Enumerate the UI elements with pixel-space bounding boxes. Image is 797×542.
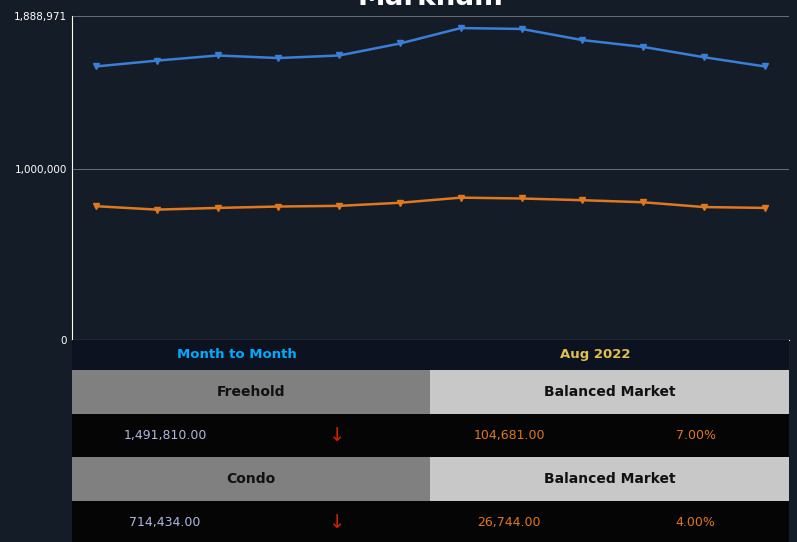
Text: ↓: ↓: [329, 513, 345, 532]
FancyBboxPatch shape: [72, 414, 789, 457]
FancyBboxPatch shape: [72, 457, 430, 501]
Text: 714,434.00: 714,434.00: [129, 516, 201, 529]
FancyBboxPatch shape: [72, 501, 789, 542]
FancyBboxPatch shape: [72, 370, 430, 414]
Legend: Freehold, Condo: Freehold, Condo: [343, 424, 518, 437]
Text: Aug 2022: Aug 2022: [560, 349, 630, 362]
FancyBboxPatch shape: [430, 370, 789, 414]
Text: Freehold: Freehold: [217, 385, 285, 399]
FancyBboxPatch shape: [72, 340, 789, 370]
Text: 4.00%: 4.00%: [676, 516, 716, 529]
Text: Balanced Market: Balanced Market: [544, 385, 676, 399]
Text: 26,744.00: 26,744.00: [477, 516, 541, 529]
Text: Balanced Market: Balanced Market: [544, 472, 676, 486]
FancyBboxPatch shape: [430, 457, 789, 501]
Text: Month to Month: Month to Month: [177, 349, 296, 362]
Text: 7.00%: 7.00%: [676, 429, 716, 442]
Text: 1,491,810.00: 1,491,810.00: [124, 429, 206, 442]
Title: Markham: Markham: [357, 0, 504, 11]
Text: ↓: ↓: [329, 426, 345, 445]
Text: Condo: Condo: [226, 472, 276, 486]
Text: 104,681.00: 104,681.00: [473, 429, 545, 442]
